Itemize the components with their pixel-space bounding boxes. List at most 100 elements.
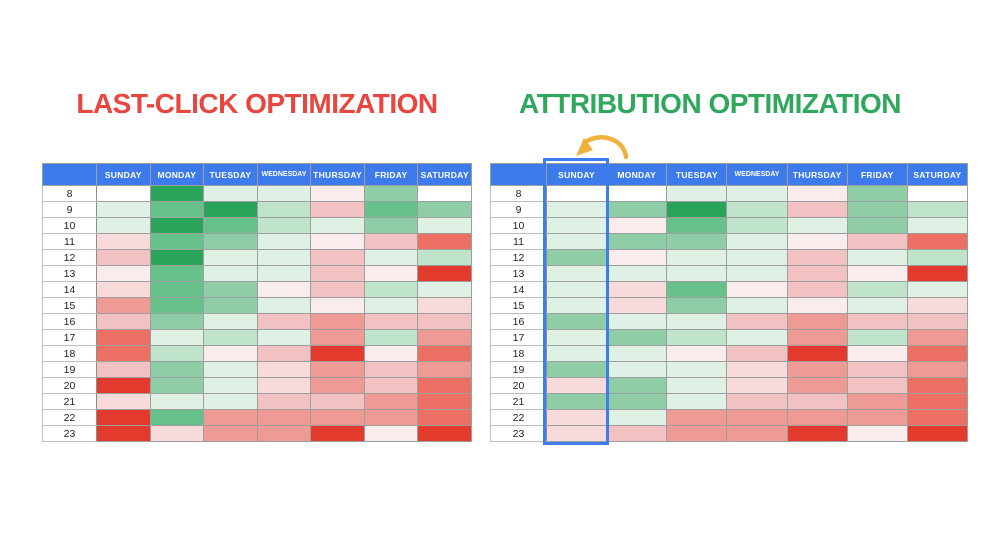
heatmap-cell	[149, 361, 205, 378]
row-label: 21	[490, 393, 547, 410]
heatmap-cell	[846, 217, 908, 234]
heatmap-cell	[666, 361, 728, 378]
hour-row: 14	[42, 281, 472, 298]
heatmap-cell	[310, 201, 365, 218]
heatmap-cell	[310, 249, 365, 266]
heatmap-cell	[726, 361, 788, 378]
heatmap-cell	[417, 249, 472, 266]
heatmap-cell	[606, 297, 668, 314]
heatmap-cell	[363, 297, 419, 314]
heatmap-cell	[310, 265, 365, 282]
heatmap-cell	[906, 329, 969, 346]
heatmap-cell	[149, 185, 205, 202]
heatmap-cell	[417, 185, 472, 202]
day-header-thursday: THURSDAY	[310, 163, 365, 186]
hour-row: 19	[42, 361, 472, 378]
heatmap-cell	[666, 217, 728, 234]
heatmap-cell	[203, 345, 258, 362]
heatmap-cell	[606, 313, 668, 330]
heatmap-cell	[149, 409, 205, 426]
heatmap-cell	[363, 329, 419, 346]
heatmap-cell	[846, 281, 908, 298]
hour-row: 10	[42, 217, 472, 234]
heatmap-cell	[417, 409, 472, 426]
heatmap-cell	[310, 409, 365, 426]
heatmap-cell	[256, 329, 312, 346]
heatmap-cell	[417, 265, 472, 282]
hour-row: 18	[42, 345, 472, 362]
heatmap-cell	[786, 425, 848, 442]
row-label: 16	[42, 313, 97, 330]
heatmap-cell	[310, 281, 365, 298]
heatmap-cell	[786, 185, 848, 202]
heatmap-cell	[726, 217, 788, 234]
row-label: 17	[490, 329, 547, 346]
heatmap-cell	[96, 249, 151, 266]
heatmap-cell	[846, 361, 908, 378]
heatmap-cell	[310, 185, 365, 202]
heatmap-cell	[149, 345, 205, 362]
heatmap-cell	[149, 425, 205, 442]
heatmap-cell	[606, 249, 668, 266]
last-click-grid: SUNDAY MONDAY TUESDAY WEDNESDAY THURSDAY FRID…	[42, 163, 472, 442]
heatmap-cell	[203, 201, 258, 218]
heatmap-cell	[606, 233, 668, 250]
heatmap-cell	[256, 377, 312, 394]
row-label: 13	[490, 265, 547, 282]
heatmap-cell	[149, 281, 205, 298]
day-header-sunday: SUNDAY	[96, 163, 151, 186]
heatmap-cell	[606, 361, 668, 378]
row-label: 11	[42, 233, 97, 250]
heatmap-cell	[545, 233, 608, 250]
heatmap-cell	[310, 425, 365, 442]
heatmap-cell	[906, 249, 969, 266]
heatmap-cell	[726, 281, 788, 298]
heatmap-cell	[256, 201, 312, 218]
heatmap-cell	[726, 393, 788, 410]
heatmap-cell	[906, 265, 969, 282]
heatmap-cell	[96, 313, 151, 330]
day-header-monday: MONDAY	[606, 163, 668, 186]
heatmap-cell	[256, 297, 312, 314]
heatmap-cell	[545, 249, 608, 266]
heatmap-cell	[786, 297, 848, 314]
row-label: 8	[490, 185, 547, 202]
heatmap-cell	[726, 265, 788, 282]
heatmap-cell	[545, 361, 608, 378]
hour-row: 14	[490, 281, 969, 298]
heatmap-cell	[203, 281, 258, 298]
heatmap-cell	[666, 345, 728, 362]
heatmap-cell	[310, 393, 365, 410]
hour-row: 9	[490, 201, 969, 218]
heatmap-cell	[363, 233, 419, 250]
row-label: 14	[42, 281, 97, 298]
heatmap-cell	[786, 377, 848, 394]
heatmap-cell	[96, 393, 151, 410]
heatmap-cell	[96, 425, 151, 442]
hour-row: 10	[490, 217, 969, 234]
heatmap-cell	[256, 361, 312, 378]
heatmap-cell	[666, 409, 728, 426]
heatmap-cell	[726, 377, 788, 394]
heatmap-cell	[149, 201, 205, 218]
heatmap-cell	[666, 393, 728, 410]
heatmap-cell	[786, 409, 848, 426]
hour-row: 13	[42, 265, 472, 282]
row-label: 20	[490, 377, 547, 394]
heatmap-cell	[846, 265, 908, 282]
heatmap-cell	[417, 377, 472, 394]
row-label: 10	[490, 217, 547, 234]
hour-row: 15	[42, 297, 472, 314]
heatmap-cell	[256, 281, 312, 298]
heatmap-cell	[363, 281, 419, 298]
heatmap-cell	[726, 425, 788, 442]
row-label: 18	[490, 345, 547, 362]
heatmap-cell	[417, 425, 472, 442]
heatmap-cell	[666, 425, 728, 442]
hour-row: 17	[42, 329, 472, 346]
heatmap-cell	[417, 345, 472, 362]
heatmap-cell	[606, 377, 668, 394]
heatmap-cell	[606, 281, 668, 298]
heatmap-cell	[417, 329, 472, 346]
heatmap-cell	[666, 297, 728, 314]
